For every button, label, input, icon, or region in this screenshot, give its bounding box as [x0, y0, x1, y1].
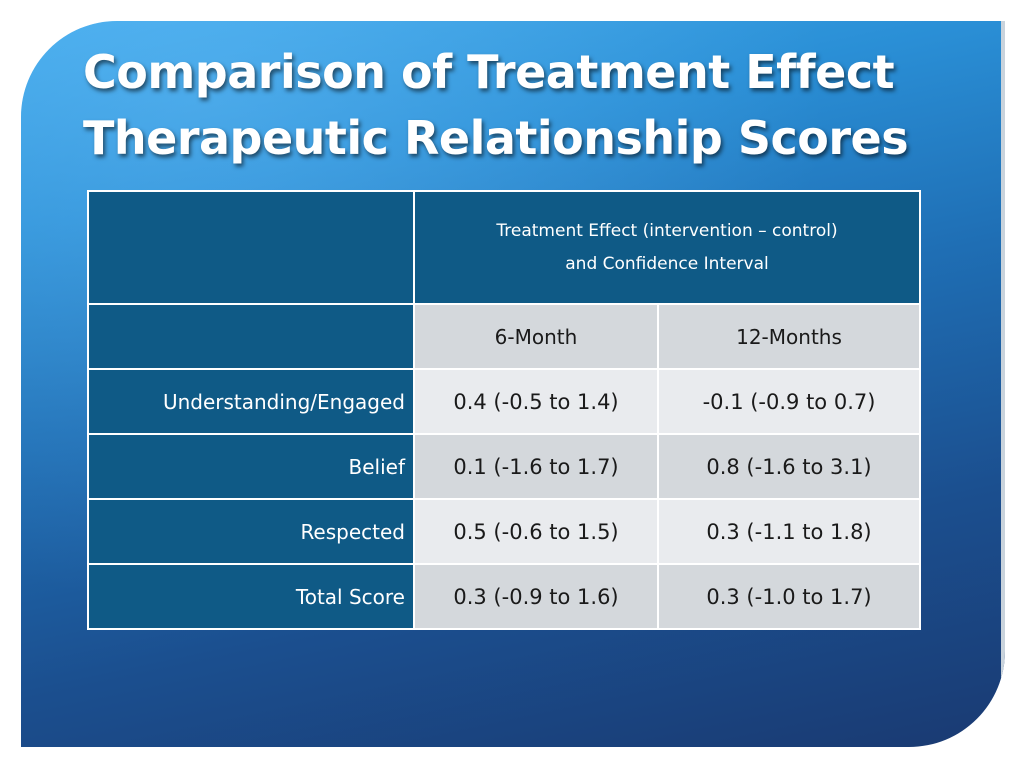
- row-label: Understanding/Engaged: [87, 368, 415, 435]
- row-label: Respected: [87, 498, 415, 565]
- slide-edge: [1001, 21, 1005, 747]
- treatment-effect-header: Treatment Effect (intervention – control…: [413, 190, 921, 305]
- slide-title: Comparison of Treatment Effect Therapeut…: [83, 39, 983, 171]
- header-corner-cell: [87, 190, 415, 305]
- slide-title-line-2: Therapeutic Relationship Scores: [83, 111, 909, 165]
- row-label: Belief: [87, 433, 415, 500]
- table-row: Respected 0.5 (-0.6 to 1.5) 0.3 (-1.1 to…: [87, 498, 921, 565]
- six-month-value: 0.1 (-1.6 to 1.7): [413, 433, 659, 500]
- twelve-month-value: 0.8 (-1.6 to 3.1): [657, 433, 921, 500]
- slide-title-line-1: Comparison of Treatment Effect: [83, 45, 895, 99]
- column-header-6-month: 6-Month: [413, 303, 659, 370]
- table-header-row: Treatment Effect (intervention – control…: [87, 190, 921, 305]
- header-line-1: Treatment Effect (intervention – control…: [496, 220, 838, 241]
- six-month-value: 0.5 (-0.6 to 1.5): [413, 498, 659, 565]
- column-header-12-months: 12-Months: [657, 303, 921, 370]
- twelve-month-value: 0.3 (-1.1 to 1.8): [657, 498, 921, 565]
- table-row: Understanding/Engaged 0.4 (-0.5 to 1.4) …: [87, 368, 921, 435]
- twelve-month-value: 0.3 (-1.0 to 1.7): [657, 563, 921, 630]
- table-row: Total Score 0.3 (-0.9 to 1.6) 0.3 (-1.0 …: [87, 563, 921, 630]
- six-month-value: 0.4 (-0.5 to 1.4): [413, 368, 659, 435]
- twelve-month-value: -0.1 (-0.9 to 0.7): [657, 368, 921, 435]
- subheader-corner-cell: [87, 303, 415, 370]
- column-header-row: 6-Month 12-Months: [87, 303, 921, 370]
- row-label: Total Score: [87, 563, 415, 630]
- header-line-2: and Confidence Interval: [565, 253, 769, 274]
- six-month-value: 0.3 (-0.9 to 1.6): [413, 563, 659, 630]
- treatment-effect-table: Treatment Effect (intervention – control…: [87, 190, 921, 630]
- table-row: Belief 0.1 (-1.6 to 1.7) 0.8 (-1.6 to 3.…: [87, 433, 921, 500]
